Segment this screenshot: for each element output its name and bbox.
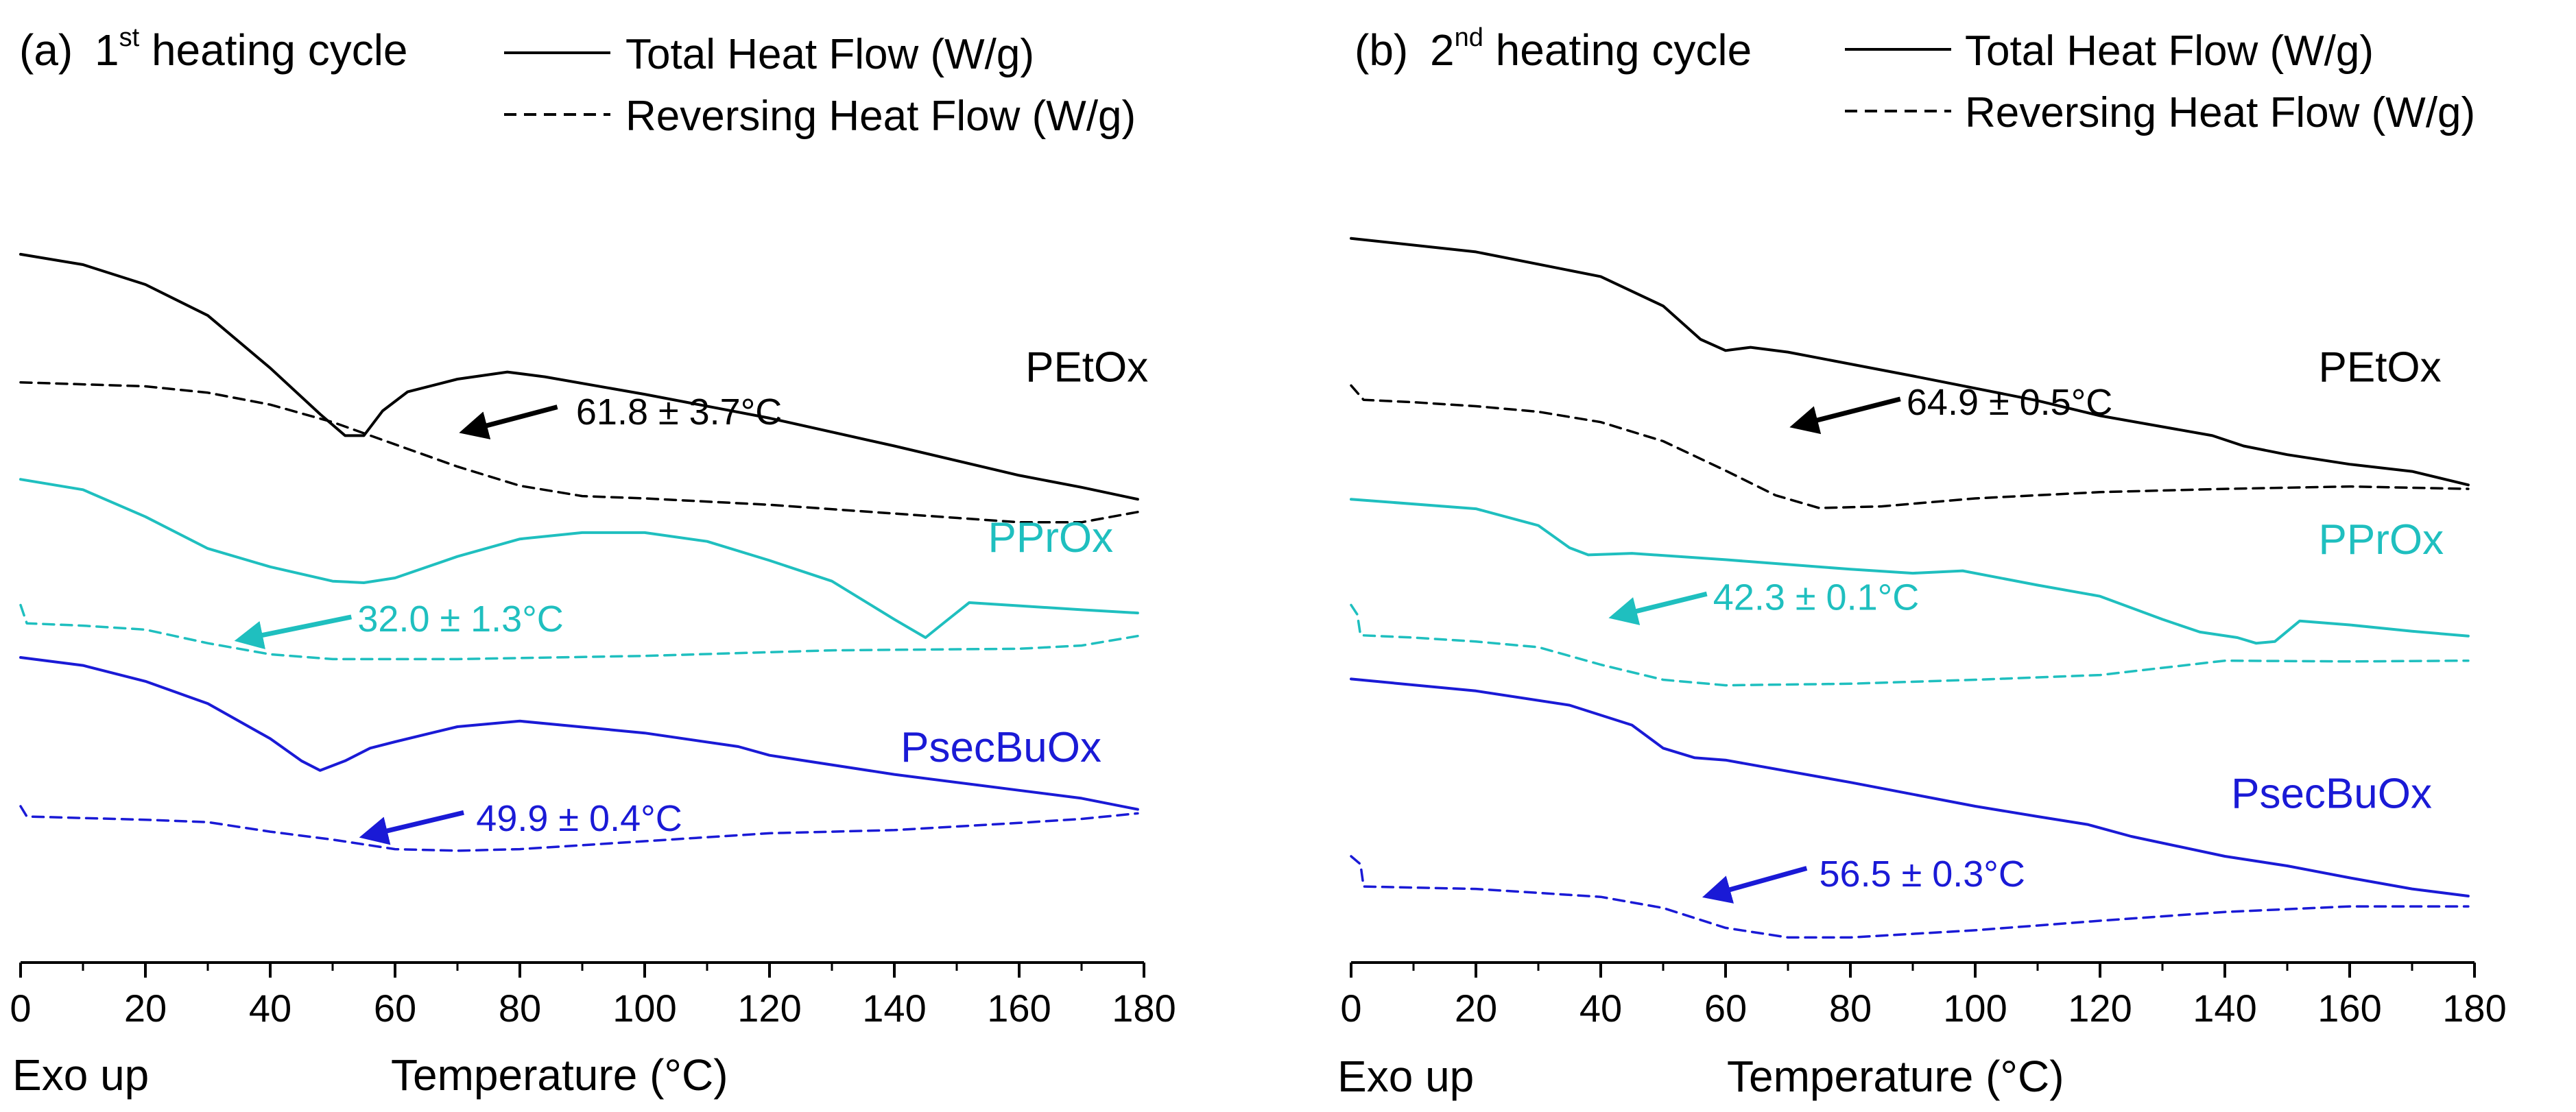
panel-a-series-psecbuox-total (19, 656, 1139, 811)
panel-a-annotation-layer: PEtOx PPrOx PsecBuOx 61.8 ± 3.7°C 32.0 ± 1.3… (234, 344, 1148, 845)
panel-b-series-pprox-total (1350, 498, 2470, 645)
legend-a-reversing-label: Reversing Heat Flow (W/g) (625, 93, 1136, 140)
panel-b-series-pprox-reversing (1350, 603, 2470, 687)
panel-a-x-tick-label: 60 (374, 987, 416, 1030)
panel-a: (a) 1st heating cycle Total Heat Flow (W… (10, 23, 1176, 1100)
panel-b-x-tick-label: 120 (2068, 987, 2132, 1030)
panel-a-series-label-psecbuox: PsecBuOx (901, 724, 1101, 771)
panel-b-tg-arrow-pprox (1608, 591, 1708, 625)
panel-a-series-label-petox: PEtOx (1025, 344, 1148, 391)
panel-a-plot: PEtOx PPrOx PsecBuOx 61.8 ± 3.7°C 32.0 ± 1.3… (10, 252, 1176, 1030)
panel-a-series-petox-reversing (19, 380, 1139, 524)
panel-a-title: (a) 1st heating cycle (19, 23, 408, 75)
panel-b-title: (b) 2nd heating cycle (1355, 23, 1752, 75)
panel-b-x-tick-label: 180 (2442, 987, 2506, 1030)
panel-b-x-tick-label: 0 (1340, 987, 1361, 1030)
panel-a-tg-arrow-petox (459, 404, 558, 439)
panel-b-tick-layer: 0 20 40 60 80 100 120 140 160 180 (1340, 963, 2507, 1030)
panel-a-series-petox-total (19, 252, 1139, 501)
panel-b-title-number: 2 (1430, 25, 1455, 75)
panel-a-x-tick-label: 140 (862, 987, 926, 1030)
panel-b-series-label-petox: PEtOx (2319, 344, 2442, 391)
panel-a-x-tick-label: 20 (124, 987, 167, 1030)
panel-b-series-label-pprox: PPrOx (2319, 516, 2444, 564)
panel-a-title-superscript: st (119, 23, 140, 52)
panel-b-x-tick-label: 60 (1704, 987, 1747, 1030)
panel-b-title-rest: heating cycle (1483, 25, 1752, 75)
panel-b-title-superscript: nd (1455, 23, 1483, 52)
panel-a-title-number: 1 (95, 25, 119, 75)
panel-a-x-tick-label: 40 (249, 987, 291, 1030)
panel-a-series-pprox-reversing (19, 603, 1139, 661)
panel-a-label: (a) (19, 25, 73, 75)
panel-b-label: (b) (1355, 25, 1408, 75)
panel-b-series-petox-reversing (1350, 384, 2470, 509)
panel-a-ylabel: Exo up (12, 1050, 149, 1100)
panel-b-x-tick-label: 40 (1579, 987, 1622, 1030)
panel-a-x-tick-label: 80 (499, 987, 541, 1030)
panel-b-plot: PEtOx PPrOx PsecBuOx 64.9 ± 0.5°C 42.3 ± 0.1… (1340, 237, 2507, 1030)
panel-a-x-tick-label: 120 (737, 987, 801, 1030)
panel-b-tg-label-petox: 64.9 ± 0.5°C (1907, 382, 2112, 423)
panel-a-tg-arrow-pprox (234, 614, 353, 650)
panel-b-x-tick-label: 20 (1455, 987, 1497, 1030)
panel-a-x-tick-label: 160 (987, 987, 1051, 1030)
panel-b-series-label-psecbuox: PsecBuOx (2231, 770, 2432, 817)
panel-b-series-layer (1350, 237, 2470, 939)
legend-b-reversing-label: Reversing Heat Flow (W/g) (1965, 89, 2475, 136)
panel-b-x-axis: 0 20 40 60 80 100 120 140 160 180 (1340, 961, 2507, 1030)
panel-a-x-axis: 0 20 40 60 80 100 120 140 160 180 (10, 961, 1176, 1030)
panel-a-tg-label-psecbuox: 49.9 ± 0.4°C (476, 798, 682, 839)
panel-a-series-layer (19, 252, 1139, 852)
panel-b-legend: Total Heat Flow (W/g) Reversing Heat Flo… (1845, 27, 2475, 136)
panel-b-tg-label-pprox: 42.3 ± 0.1°C (1713, 577, 1919, 618)
panel-a-tg-label-pprox: 32.0 ± 1.3°C (357, 599, 563, 640)
panel-a-xlabel: Temperature (°C) (391, 1050, 728, 1100)
panel-a-tg-label-petox: 61.8 ± 3.7°C (576, 391, 782, 433)
panel-a-legend: Total Heat Flow (W/g) Reversing Heat Flo… (504, 31, 1136, 140)
panel-b-x-tick-label: 80 (1829, 987, 1872, 1030)
panel-b-xlabel: Temperature (°C) (1727, 1052, 2064, 1101)
panel-b-series-psecbuox-reversing (1350, 855, 2470, 939)
panel-b-series-petox-total (1350, 237, 2470, 487)
panel-a-x-tick-label: 100 (612, 987, 676, 1030)
legend-a-total-label: Total Heat Flow (W/g) (625, 31, 1034, 78)
legend-b-total-label: Total Heat Flow (W/g) (1965, 27, 2374, 75)
panel-b-tg-label-psecbuox: 56.5 ± 0.3°C (1820, 854, 2025, 895)
panel-a-tg-arrow-psecbuox (359, 810, 464, 845)
panel-a-tick-layer: 0 20 40 60 80 100 120 140 160 180 (10, 963, 1176, 1030)
panel-a-x-tick-label: 180 (1112, 987, 1176, 1030)
panel-b-annotation-layer: PEtOx PPrOx PsecBuOx 64.9 ± 0.5°C 42.3 ± 0.1… (1608, 344, 2444, 904)
panel-b-series-psecbuox-total (1350, 677, 2470, 897)
panel-a-series-psecbuox-reversing (19, 805, 1139, 852)
panel-b-tg-arrow-psecbuox (1702, 866, 1808, 904)
panel-b-x-tick-label: 140 (2193, 987, 2256, 1030)
panel-a-series-label-pprox: PPrOx (988, 514, 1114, 561)
panel-a-x-tick-label: 0 (10, 987, 31, 1030)
panel-b-tg-arrow-petox (1789, 396, 1901, 435)
panel-a-title-rest: heating cycle (139, 25, 407, 75)
panel-b-x-tick-label: 160 (2317, 987, 2381, 1030)
panel-b-x-tick-label: 100 (1943, 987, 2007, 1030)
panel-b-ylabel: Exo up (1337, 1052, 1474, 1101)
panel-a-series-pprox-total (19, 478, 1139, 639)
panel-b: (b) 2nd heating cycle Total Heat Flow (W… (1337, 23, 2507, 1101)
